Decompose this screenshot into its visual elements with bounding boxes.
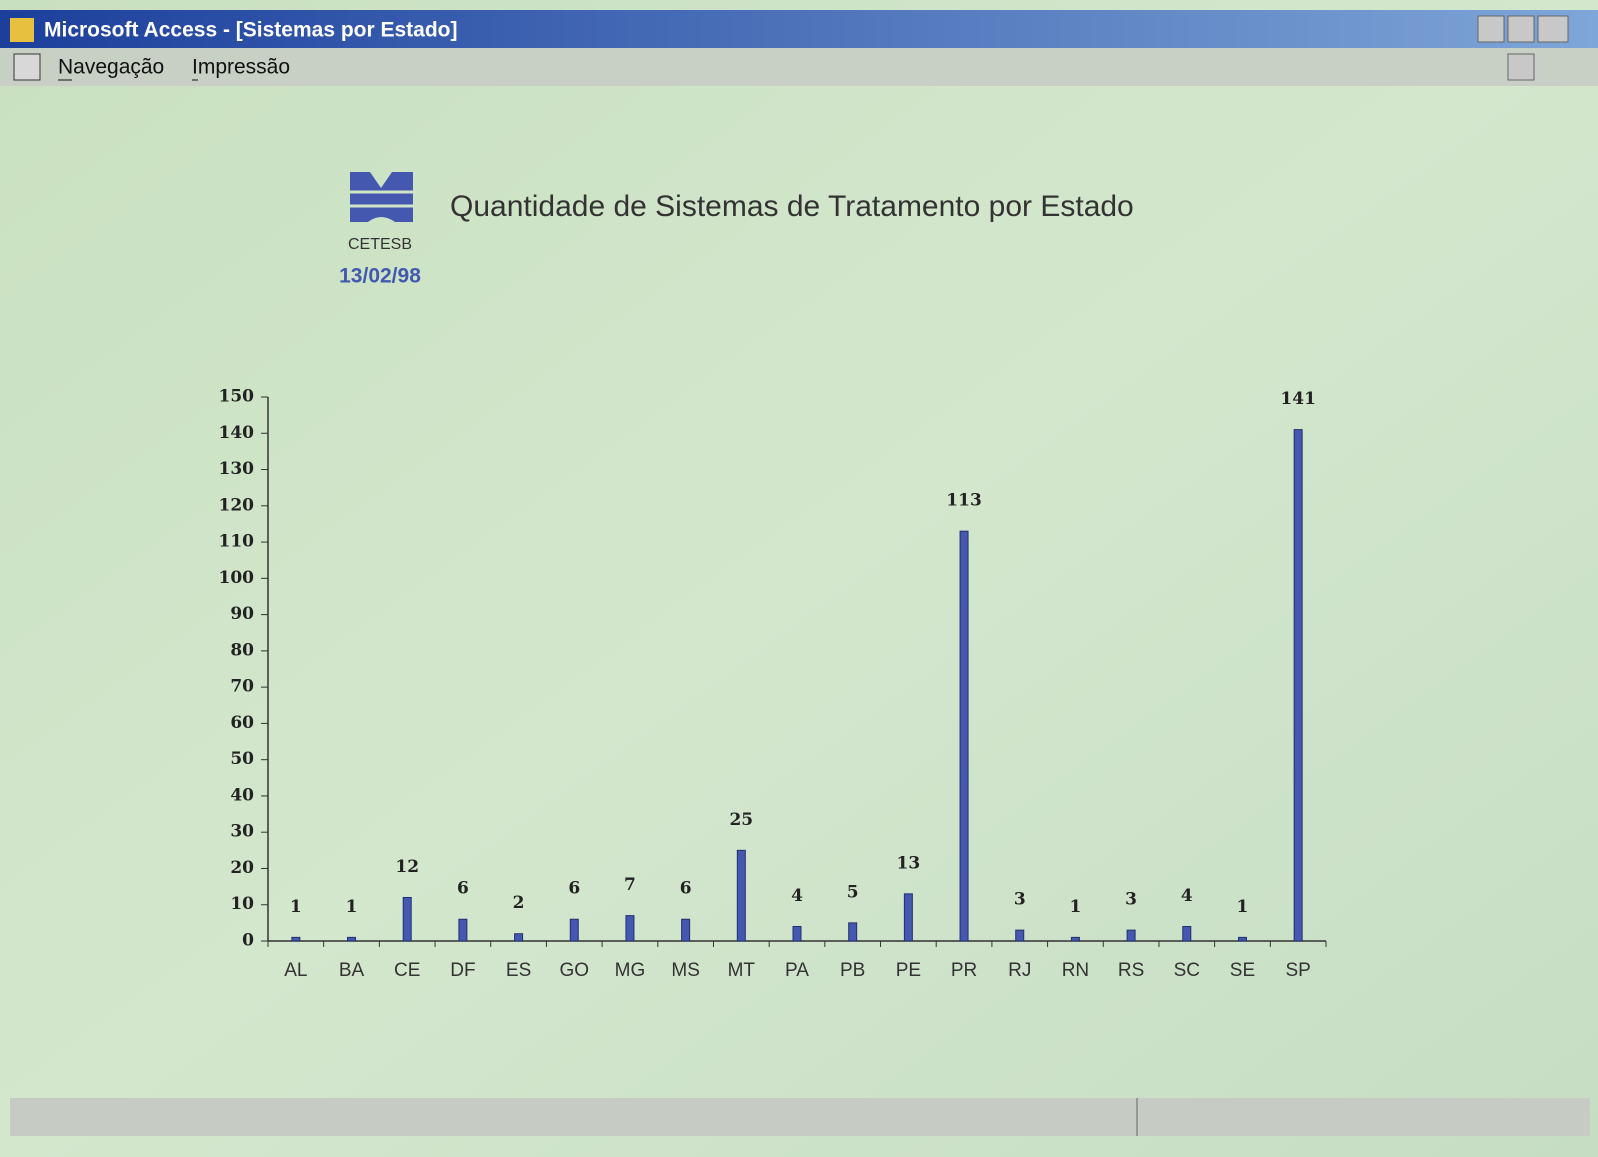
value-label: 6	[457, 879, 469, 899]
logo-text: CETESB	[348, 236, 412, 253]
value-label: 13	[897, 853, 921, 873]
x-tick-label: DF	[450, 960, 475, 981]
x-tick-label: BA	[339, 960, 365, 981]
menu-icon	[13, 53, 41, 81]
y-tick-label: 90	[230, 604, 254, 624]
bar	[1070, 936, 1080, 942]
x-tick-label: RJ	[1008, 960, 1031, 981]
value-label: 12	[395, 857, 419, 877]
x-tick-label: MS	[671, 960, 700, 981]
status-bar	[10, 1098, 1590, 1136]
menu-item[interactable]: Navegação	[58, 56, 164, 79]
window-title: Microsoft Access - [Sistemas por Estado]	[44, 19, 458, 42]
y-tick-label: 30	[230, 822, 254, 842]
bar	[903, 893, 913, 942]
bar	[291, 936, 301, 942]
x-tick-label: MT	[728, 960, 756, 981]
value-label: 1	[290, 897, 302, 917]
chart: 0 10 20 30 40 50 60 70 80 90 100 110 120 130 140 150 AL 1…	[219, 387, 1327, 981]
x-tick-label: ES	[506, 960, 531, 981]
value-label: 2	[513, 893, 525, 913]
y-tick-label: 20	[230, 858, 254, 878]
y-tick-label: 0	[242, 931, 254, 951]
value-label: 25	[729, 810, 753, 830]
x-tick-label: SP	[1285, 960, 1310, 981]
doc-restore-button[interactable]	[1507, 53, 1535, 81]
restore-button[interactable]	[1507, 15, 1535, 43]
y-tick-label: 140	[219, 423, 255, 443]
bar	[1237, 936, 1247, 942]
value-label: 4	[791, 886, 803, 906]
logo	[350, 172, 413, 222]
logo-shape	[350, 172, 413, 222]
bar	[625, 915, 635, 942]
y-tick-label: 60	[230, 713, 254, 733]
bar	[1293, 429, 1303, 942]
x-tick-label: SC	[1174, 960, 1200, 981]
bar	[848, 922, 858, 942]
bar	[736, 849, 746, 942]
y-tick-label: 150	[219, 387, 255, 407]
chart-title: Quantidade de Sistemas de Tratamento por…	[450, 190, 1134, 223]
value-label: 3	[1014, 890, 1026, 910]
bar	[1182, 925, 1192, 942]
x-tick-label: CE	[394, 960, 420, 981]
value-label: 5	[847, 882, 859, 902]
x-tick-label: PE	[896, 960, 921, 981]
x-tick-label: SE	[1230, 960, 1255, 981]
close-button[interactable]	[1537, 15, 1569, 43]
bar	[347, 936, 357, 942]
bar	[1015, 929, 1025, 942]
value-label: 113	[946, 491, 982, 511]
y-tick-label: 120	[219, 495, 255, 515]
value-label: 4	[1181, 886, 1193, 906]
x-tick-label: RS	[1118, 960, 1144, 981]
x-tick-label: PR	[951, 960, 977, 981]
menu-item[interactable]: Impressão	[192, 56, 290, 79]
value-label: 7	[624, 875, 636, 895]
y-tick-label: 70	[230, 677, 254, 697]
value-label: 1	[1237, 897, 1249, 917]
bar	[458, 918, 468, 942]
title-bar	[0, 10, 1598, 48]
y-tick-label: 100	[219, 568, 255, 588]
bar	[402, 896, 412, 942]
report-date: 13/02/98	[339, 265, 421, 288]
bar	[681, 918, 691, 942]
value-label: 141	[1280, 389, 1316, 409]
bar	[514, 933, 524, 942]
x-tick-label: RN	[1062, 960, 1089, 981]
bar	[959, 530, 969, 942]
bar	[1126, 929, 1136, 942]
y-tick-label: 40	[230, 785, 254, 805]
value-label: 3	[1125, 890, 1137, 910]
x-tick-label: PB	[840, 960, 865, 981]
minimize-button[interactable]	[1477, 15, 1505, 43]
y-tick-label: 50	[230, 749, 254, 769]
menu-bar	[0, 48, 1598, 86]
x-tick-label: MG	[615, 960, 646, 981]
value-label: 1	[346, 897, 358, 917]
y-tick-label: 110	[219, 532, 255, 552]
value-label: 1	[1069, 897, 1081, 917]
bar	[792, 925, 802, 942]
x-tick-label: AL	[284, 960, 307, 981]
y-tick-label: 10	[230, 894, 254, 914]
value-label: 6	[568, 879, 580, 899]
x-tick-label: PA	[785, 960, 809, 981]
app-icon	[10, 18, 34, 42]
y-tick-label: 130	[219, 459, 255, 479]
x-tick-label: GO	[559, 960, 589, 981]
value-label: 6	[680, 879, 692, 899]
bar	[569, 918, 579, 942]
y-tick-label: 80	[230, 640, 254, 660]
